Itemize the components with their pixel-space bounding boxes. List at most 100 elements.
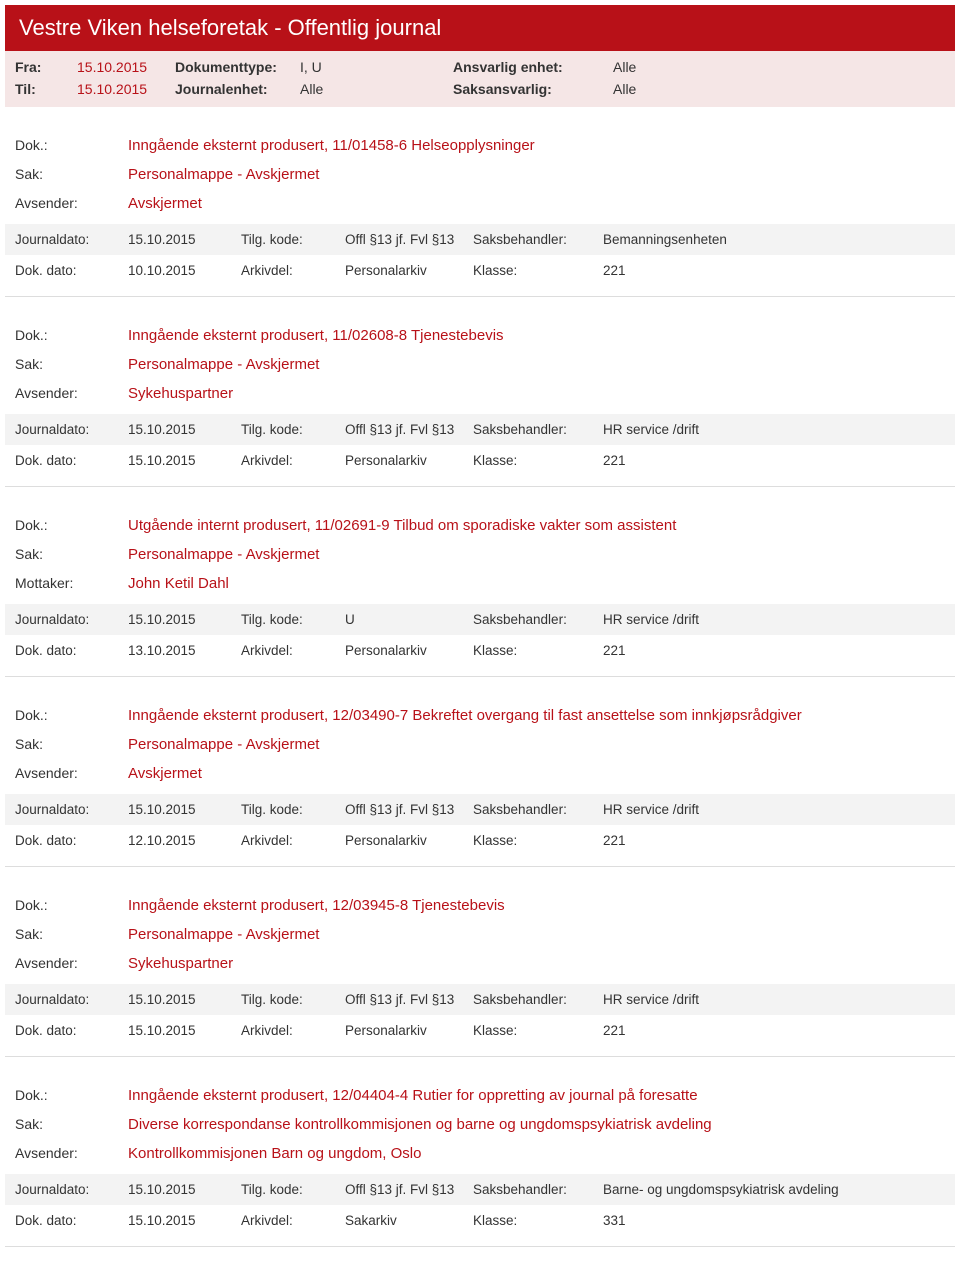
dokdato-label: Dok. dato: [15, 263, 128, 278]
party-value: John Ketil Dahl [128, 575, 945, 592]
tilgkode-value: Offl §13 jf. Fvl §13 [345, 232, 473, 247]
entry-meta-row-1: Journaldato: 15.10.2015 Tilg. kode: Offl… [5, 794, 955, 825]
entry-top: Dok.: Inngående eksternt produsert, 11/0… [5, 315, 955, 408]
entry-top: Dok.: Inngående eksternt produsert, 11/0… [5, 125, 955, 218]
dokdato-value: 15.10.2015 [128, 1023, 241, 1038]
saksbehandler-label: Saksbehandler: [473, 422, 603, 437]
entry-meta-row-2: Dok. dato: 15.10.2015 Arkivdel: Personal… [5, 1015, 955, 1046]
journaldato-label: Journaldato: [15, 1182, 128, 1197]
filter-row-1: Fra: 15.10.2015 Dokumenttype: I, U Ansva… [15, 59, 945, 75]
journaldato-value: 15.10.2015 [128, 232, 241, 247]
dok-value: Utgående internt produsert, 11/02691-9 T… [128, 517, 945, 534]
arkivdel-value: Personalarkiv [345, 833, 473, 848]
arkivdel-value: Personalarkiv [345, 263, 473, 278]
saksbehandler-label: Saksbehandler: [473, 232, 603, 247]
entry-meta-row-1: Journaldato: 15.10.2015 Tilg. kode: Offl… [5, 224, 955, 255]
journal-entry: Dok.: Inngående eksternt produsert, 12/0… [5, 1075, 955, 1247]
filter-to-value: 15.10.2015 [77, 81, 175, 97]
arkivdel-label: Arkivdel: [241, 1023, 345, 1038]
entry-meta-row-1: Journaldato: 15.10.2015 Tilg. kode: Offl… [5, 414, 955, 445]
sak-label: Sak: [15, 546, 128, 562]
arkivdel-value: Personalarkiv [345, 643, 473, 658]
sak-value: Personalmappe - Avskjermet [128, 926, 945, 943]
journal-entry: Dok.: Inngående eksternt produsert, 12/0… [5, 885, 955, 1057]
tilgkode-label: Tilg. kode: [241, 1182, 345, 1197]
tilgkode-label: Tilg. kode: [241, 992, 345, 1007]
sak-value: Personalmappe - Avskjermet [128, 546, 945, 563]
dokdato-label: Dok. dato: [15, 833, 128, 848]
klasse-label: Klasse: [473, 1023, 603, 1038]
dokdato-value: 13.10.2015 [128, 643, 241, 658]
party-value: Avskjermet [128, 195, 945, 212]
tilgkode-value: U [345, 612, 473, 627]
arkivdel-label: Arkivdel: [241, 1213, 345, 1228]
party-label: Avsender: [15, 385, 128, 401]
journaldato-label: Journaldato: [15, 802, 128, 817]
filter-row-2: Til: 15.10.2015 Journalenhet: Alle Saksa… [15, 81, 945, 97]
entry-top: Dok.: Inngående eksternt produsert, 12/0… [5, 885, 955, 978]
filter-responsible-value: Alle [613, 81, 636, 97]
tilgkode-label: Tilg. kode: [241, 232, 345, 247]
dok-value: Inngående eksternt produsert, 11/02608-8… [128, 327, 945, 344]
dok-label: Dok.: [15, 1087, 128, 1103]
entry-top: Dok.: Inngående eksternt produsert, 12/0… [5, 695, 955, 788]
saksbehandler-value: HR service /drift [603, 612, 945, 627]
filter-doctype-label: Dokumenttype: [175, 59, 300, 75]
tilgkode-value: Offl §13 jf. Fvl §13 [345, 422, 473, 437]
arkivdel-label: Arkivdel: [241, 833, 345, 848]
sak-label: Sak: [15, 736, 128, 752]
journal-entry: Dok.: Utgående internt produsert, 11/026… [5, 505, 955, 677]
filter-from-value: 15.10.2015 [77, 59, 175, 75]
arkivdel-label: Arkivdel: [241, 263, 345, 278]
journaldato-label: Journaldato: [15, 422, 128, 437]
entry-meta-row-2: Dok. dato: 15.10.2015 Arkivdel: Personal… [5, 445, 955, 476]
entry-meta-row-2: Dok. dato: 13.10.2015 Arkivdel: Personal… [5, 635, 955, 666]
tilgkode-label: Tilg. kode: [241, 422, 345, 437]
dokdato-label: Dok. dato: [15, 1023, 128, 1038]
party-value: Sykehuspartner [128, 955, 945, 972]
arkivdel-value: Personalarkiv [345, 453, 473, 468]
sak-label: Sak: [15, 356, 128, 372]
tilgkode-label: Tilg. kode: [241, 612, 345, 627]
entry-top: Dok.: Inngående eksternt produsert, 12/0… [5, 1075, 955, 1168]
dokdato-value: 15.10.2015 [128, 453, 241, 468]
sak-value: Personalmappe - Avskjermet [128, 356, 945, 373]
party-value: Avskjermet [128, 765, 945, 782]
dok-label: Dok.: [15, 137, 128, 153]
dokdato-label: Dok. dato: [15, 1213, 128, 1228]
page-title: Vestre Viken helseforetak - Offentlig jo… [19, 15, 441, 40]
page-title-bar: Vestre Viken helseforetak - Offentlig jo… [5, 5, 955, 51]
party-value: Kontrollkommisjonen Barn og ungdom, Oslo [128, 1145, 945, 1162]
entries-list: Dok.: Inngående eksternt produsert, 11/0… [5, 125, 955, 1247]
journaldato-value: 15.10.2015 [128, 1182, 241, 1197]
journaldato-label: Journaldato: [15, 232, 128, 247]
journaldato-label: Journaldato: [15, 612, 128, 627]
party-label: Avsender: [15, 195, 128, 211]
filter-to-label: Til: [15, 81, 77, 97]
journaldato-value: 15.10.2015 [128, 992, 241, 1007]
dok-label: Dok.: [15, 897, 128, 913]
sak-value: Diverse korrespondanse kontrollkommisjon… [128, 1116, 945, 1133]
party-label: Mottaker: [15, 575, 128, 591]
entry-meta-row-2: Dok. dato: 15.10.2015 Arkivdel: Sakarkiv… [5, 1205, 955, 1236]
filter-bar: Fra: 15.10.2015 Dokumenttype: I, U Ansva… [5, 51, 955, 107]
sak-value: Personalmappe - Avskjermet [128, 736, 945, 753]
sak-label: Sak: [15, 1116, 128, 1132]
klasse-label: Klasse: [473, 643, 603, 658]
arkivdel-label: Arkivdel: [241, 643, 345, 658]
filter-journalunit-label: Journalenhet: [175, 81, 300, 97]
party-label: Avsender: [15, 765, 128, 781]
dok-value: Inngående eksternt produsert, 12/03490-7… [128, 707, 945, 724]
entry-meta-row-2: Dok. dato: 12.10.2015 Arkivdel: Personal… [5, 825, 955, 856]
filter-unit-value: Alle [613, 59, 636, 75]
journal-entry: Dok.: Inngående eksternt produsert, 12/0… [5, 695, 955, 867]
page: Vestre Viken helseforetak - Offentlig jo… [0, 0, 960, 1267]
dokdato-label: Dok. dato: [15, 643, 128, 658]
klasse-value: 221 [603, 643, 945, 658]
sak-value: Personalmappe - Avskjermet [128, 166, 945, 183]
dok-label: Dok.: [15, 327, 128, 343]
saksbehandler-value: Bemanningsenheten [603, 232, 945, 247]
journal-entry: Dok.: Inngående eksternt produsert, 11/0… [5, 125, 955, 297]
entry-meta-row-1: Journaldato: 15.10.2015 Tilg. kode: Offl… [5, 984, 955, 1015]
filter-responsible-label: Saksansvarlig: [453, 81, 613, 97]
